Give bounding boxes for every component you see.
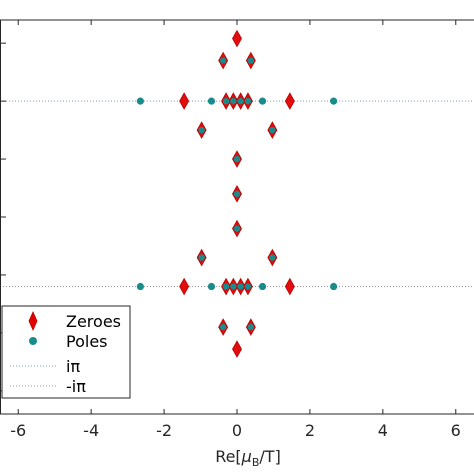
pole-point-overlay	[233, 225, 241, 232]
x-tick-label: -2	[156, 421, 172, 440]
legend-box	[1, 305, 131, 399]
legend-poles-label: Poles	[66, 332, 108, 351]
zero-point	[232, 29, 242, 48]
x-axis-ticks: -6 -4 -2 0 2 4 6	[10, 20, 461, 440]
zero-point	[284, 277, 295, 296]
pole-point-overlay	[198, 254, 205, 261]
pole-point	[207, 282, 216, 291]
pole-point-overlay	[219, 323, 227, 331]
zero-point	[232, 340, 242, 358]
pole-point-overlay	[222, 283, 230, 290]
pole-point-overlay	[244, 97, 252, 105]
pole-point-overlay	[237, 283, 244, 290]
x-axis-label: Re[μB/T]	[215, 447, 281, 469]
legend-minus-ipi-label: -iπ	[66, 377, 86, 396]
x-tick-label: 2	[305, 421, 315, 440]
x-tick-label: 6	[451, 421, 461, 440]
pole-point-overlay	[244, 283, 252, 290]
x-tick-label: 4	[378, 421, 388, 440]
pole-point-overlay	[219, 57, 227, 64]
pole-point-overlay	[230, 283, 237, 290]
legend-ipi-label: iπ	[66, 357, 80, 376]
x-tick-label: -4	[83, 421, 99, 440]
pole-point-overlay	[247, 57, 255, 64]
x-tick-label: 0	[232, 421, 242, 440]
legend: Zeroes Poles iπ -iπ	[1, 305, 131, 399]
pole-point-overlay	[198, 126, 205, 134]
pole-point-overlay	[233, 155, 241, 163]
pole-point	[207, 97, 216, 105]
pole-point	[136, 97, 144, 105]
pole-point-overlay	[269, 126, 276, 134]
zeroes-series	[179, 29, 295, 358]
legend-zeroes-marker	[28, 311, 38, 331]
pole-point-overlay	[233, 190, 241, 198]
legend-poles-marker	[29, 337, 37, 345]
x-tick-label: -6	[10, 421, 26, 440]
pole-point	[330, 282, 338, 291]
pole-point	[258, 97, 267, 105]
pole-point-overlay	[237, 97, 244, 105]
pole-point-overlay	[269, 254, 276, 261]
zero-point	[179, 277, 190, 296]
pole-point-overlay	[247, 323, 255, 331]
pole-point-overlay	[222, 97, 230, 105]
pole-point	[330, 97, 338, 105]
zero-point	[179, 92, 190, 110]
pole-point	[258, 282, 267, 291]
legend-zeroes-label: Zeroes	[66, 312, 121, 331]
pole-point	[136, 282, 144, 291]
pole-point-overlay	[230, 97, 237, 105]
zero-point	[284, 92, 295, 110]
